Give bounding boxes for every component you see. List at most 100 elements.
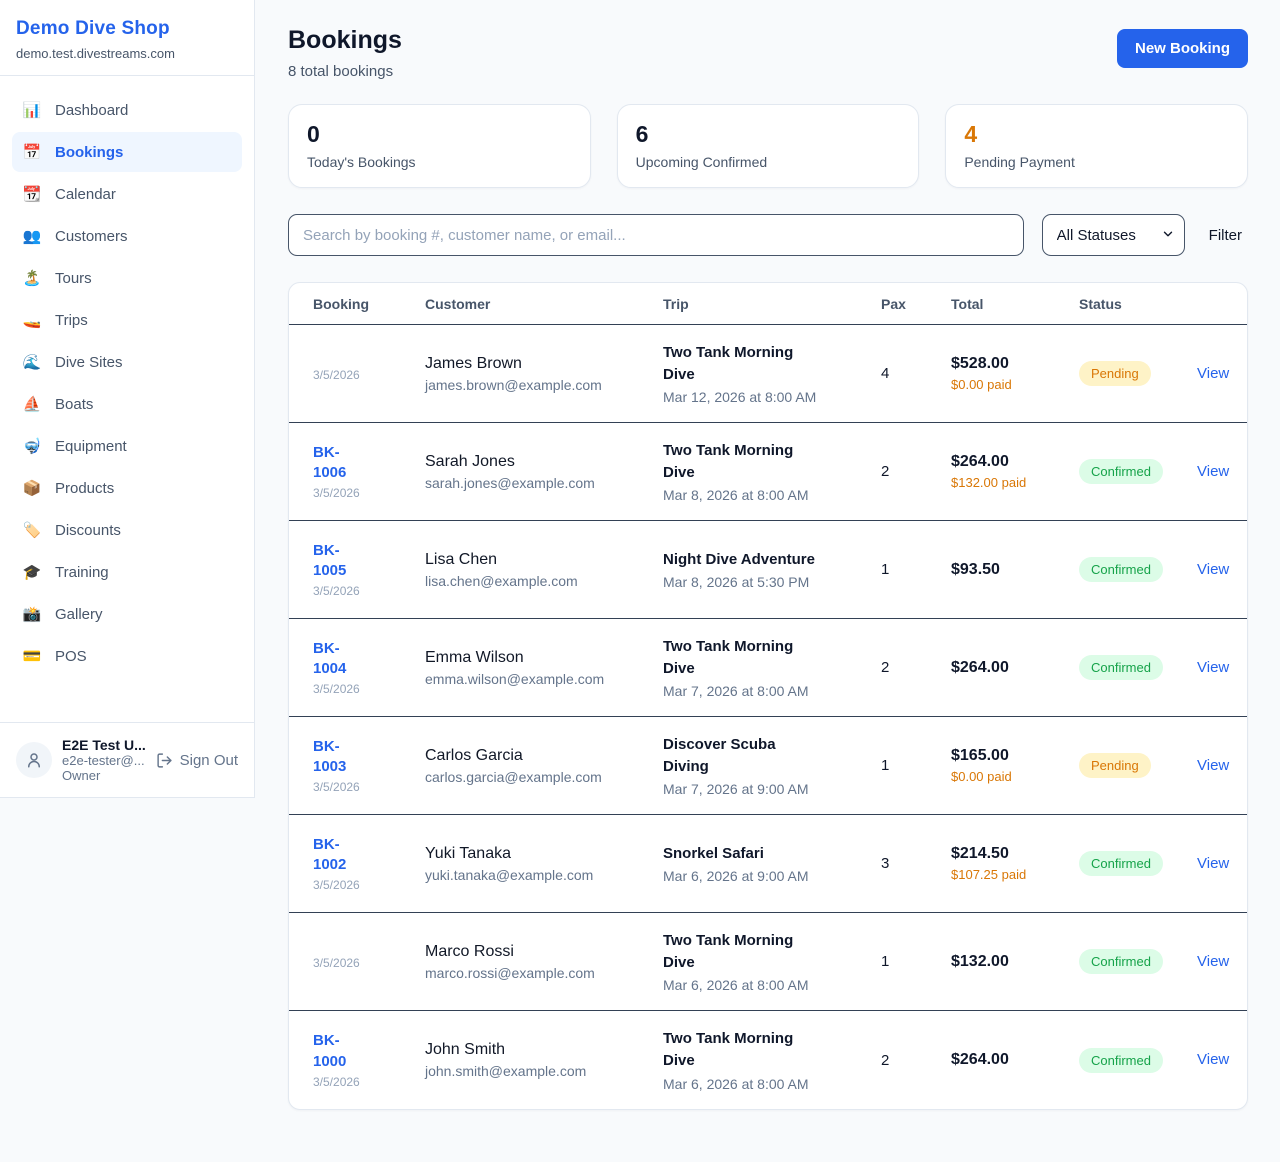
new-booking-button[interactable]: New Booking: [1116, 29, 1248, 68]
status-cell: Confirmed: [1079, 459, 1197, 484]
filter-button[interactable]: Filter: [1203, 227, 1248, 244]
booking-cell: BK- 1002 3/5/2026: [313, 835, 425, 893]
sidebar-item-customers[interactable]: 👥 Customers: [22, 227, 128, 246]
sidebar-item-products[interactable]: 📦 Products: [22, 479, 115, 498]
diving-mask-icon: 🤿: [22, 438, 42, 455]
graduation-cap-icon: 🎓: [22, 564, 42, 581]
view-link[interactable]: View: [1197, 364, 1230, 382]
booking-id-link[interactable]: BK- 1003: [313, 737, 347, 775]
status-cell: Confirmed: [1079, 851, 1197, 876]
view-link[interactable]: View: [1197, 756, 1230, 774]
booking-date: 3/5/2026: [313, 956, 360, 970]
booking-id-link[interactable]: BK- 1000: [313, 1032, 347, 1070]
trip-cell: Two Tank Morning Dive Mar 8, 2026 at 8:0…: [663, 440, 881, 504]
trip-datetime: Mar 6, 2026 at 9:00 AM: [663, 868, 809, 885]
customer-name: Sarah Jones: [425, 452, 515, 470]
sailboat-icon: ⛵: [22, 396, 42, 413]
stats-row: 0 Today's Bookings 6 Upcoming Confirmed …: [288, 104, 1248, 188]
user-role: Owner: [62, 768, 101, 783]
status-filter-select[interactable]: All Statuses: [1041, 214, 1185, 256]
paid-amount: $107.25 paid: [951, 867, 1027, 882]
booking-date: 3/5/2026: [313, 368, 360, 382]
view-link[interactable]: View: [1197, 560, 1230, 578]
calendar-icon: 📅: [22, 144, 42, 161]
sidebar-item-calendar[interactable]: 📆 Calendar: [22, 185, 116, 204]
credit-card-icon: 💳: [22, 648, 42, 665]
customer-name: Lisa Chen: [425, 550, 498, 568]
column-header-booking: Booking: [313, 295, 369, 312]
booking-cell: BK- 1000 3/5/2026: [313, 1031, 425, 1089]
sidebar-item-equipment[interactable]: 🤿 Equipment: [22, 437, 127, 456]
booking-cell: BK- 1004 3/5/2026: [313, 639, 425, 697]
customer-email: sarah.jones@example.com: [425, 474, 595, 491]
trip-datetime: Mar 8, 2026 at 8:00 AM: [663, 487, 809, 504]
sidebar-item-boats[interactable]: ⛵ Boats: [22, 395, 94, 414]
table-body: 3/5/2026 James Brown james.brown@example…: [289, 325, 1247, 1109]
bookings-table: Booking Customer Trip Pax Total Status 3…: [288, 282, 1248, 1110]
view-link[interactable]: View: [1197, 1051, 1230, 1068]
column-header-trip: Trip: [663, 295, 689, 312]
booking-id-link[interactable]: BK- 1004: [313, 639, 347, 677]
customer-email: lisa.chen@example.com: [425, 572, 578, 589]
view-link[interactable]: View: [1197, 854, 1230, 872]
total-amount: $132.00: [951, 952, 1009, 970]
status-cell: Pending: [1079, 753, 1197, 778]
stat-value: 4: [964, 121, 978, 147]
total-cell: $528.00 $0.00 paid: [951, 355, 1079, 392]
status-badge: Confirmed: [1079, 459, 1163, 484]
total-amount: $214.50: [951, 845, 1009, 862]
total-cell: $165.00 $0.00 paid: [951, 747, 1079, 784]
customer-cell: Lisa Chen lisa.chen@example.com: [425, 551, 663, 589]
paid-amount: $0.00 paid: [951, 769, 1012, 784]
sidebar-user-section: E2E Test U... e2e-tester@... Owner Sign …: [0, 722, 254, 797]
trip-cell: Two Tank Morning Dive Mar 12, 2026 at 8:…: [663, 342, 881, 406]
stat-label: Pending Payment: [964, 154, 1075, 170]
booking-id-link[interactable]: BK- 1002: [313, 835, 347, 873]
page-title: Bookings: [288, 26, 402, 54]
actions-cell: View: [1197, 855, 1229, 873]
pax-value: 1: [881, 561, 890, 578]
island-icon: 🏝️: [22, 270, 42, 287]
sidebar-item-dive-sites[interactable]: 🌊 Dive Sites: [22, 353, 123, 372]
sidebar-item-discounts[interactable]: 🏷️ Discounts: [22, 521, 121, 540]
sidebar-item-dashboard[interactable]: 📊 Dashboard: [22, 101, 129, 120]
trip-name: Discover Scuba Diving: [663, 735, 776, 775]
customer-cell: Sarah Jones sarah.jones@example.com: [425, 453, 663, 491]
search-input[interactable]: [288, 214, 1024, 256]
user-email: e2e-tester@...: [62, 753, 145, 768]
total-amount: $264.00: [951, 453, 1009, 470]
total-cell: $132.00: [951, 953, 1079, 971]
stat-card-upcoming-confirmed: 6 Upcoming Confirmed: [616, 104, 920, 188]
sidebar-item-tours[interactable]: 🏝️ Tours: [22, 269, 92, 288]
sidebar-item-gallery[interactable]: 📸 Gallery: [22, 605, 103, 624]
customer-name: James Brown: [425, 354, 522, 372]
view-link[interactable]: View: [1197, 658, 1230, 676]
trip-cell: Discover Scuba Diving Mar 7, 2026 at 9:0…: [663, 734, 881, 798]
stat-value: 0: [307, 121, 320, 147]
table-row: BK- 1002 3/5/2026 Yuki Tanaka yuki.tanaka…: [289, 815, 1247, 913]
booking-date: 3/5/2026: [313, 486, 360, 501]
customer-cell: Carlos Garcia carlos.garcia@example.com: [425, 747, 663, 785]
sidebar-item-bookings[interactable]: 📅 Bookings: [12, 132, 242, 172]
wave-icon: 🌊: [22, 354, 42, 371]
sidebar-item-pos[interactable]: 💳 POS: [22, 647, 87, 666]
sidebar: Demo Dive Shop demo.test.divestreams.com…: [0, 0, 255, 798]
booking-cell: BK- 1005 3/5/2026: [313, 541, 425, 599]
view-link[interactable]: View: [1197, 462, 1230, 480]
view-link[interactable]: View: [1197, 952, 1230, 970]
package-icon: 📦: [22, 480, 42, 497]
pax-value: 1: [881, 757, 890, 774]
paid-amount: $0.00 paid: [951, 377, 1012, 392]
pax-value: 2: [881, 659, 890, 676]
actions-cell: View: [1197, 659, 1229, 677]
booking-date: 3/5/2026: [313, 584, 360, 599]
booking-id-link[interactable]: BK- 1006: [313, 443, 347, 481]
booking-date: 3/5/2026: [313, 780, 360, 795]
actions-cell: View: [1197, 365, 1229, 383]
sidebar-item-trips[interactable]: 🚤 Trips: [22, 311, 88, 330]
trip-datetime: Mar 6, 2026 at 8:00 AM: [663, 977, 809, 994]
sign-out-button[interactable]: Sign Out: [156, 752, 238, 769]
sidebar-item-training[interactable]: 🎓 Training: [22, 563, 109, 582]
shop-domain: demo.test.divestreams.com: [16, 46, 175, 61]
booking-id-link[interactable]: BK- 1005: [313, 541, 347, 579]
